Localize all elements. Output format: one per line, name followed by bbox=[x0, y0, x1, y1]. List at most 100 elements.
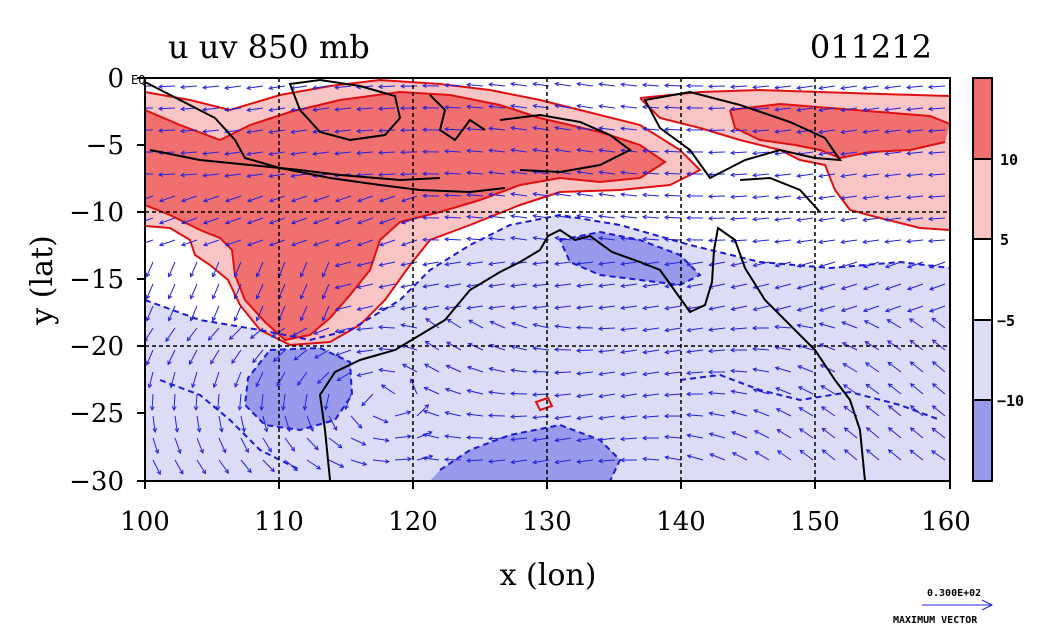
wind-vector-head bbox=[157, 106, 163, 111]
wind-vector bbox=[511, 459, 528, 463]
wind-vector bbox=[357, 371, 374, 377]
wind-vector-head bbox=[246, 151, 252, 157]
wind-vector-head bbox=[334, 306, 340, 312]
wind-vector bbox=[753, 195, 770, 198]
wind-vector-head bbox=[818, 263, 824, 268]
wind-vector-head bbox=[709, 453, 715, 458]
wind-vector bbox=[511, 305, 528, 309]
wind-vector-head bbox=[314, 354, 320, 359]
wind-vector bbox=[665, 261, 682, 266]
wind-vector bbox=[664, 238, 682, 241]
wind-vector bbox=[664, 393, 682, 396]
wind-vector bbox=[372, 459, 389, 463]
wind-vector-head bbox=[137, 106, 141, 110]
wind-vector bbox=[357, 349, 374, 353]
wind-vector bbox=[665, 436, 682, 439]
wind-vector bbox=[335, 239, 352, 246]
wind-vector bbox=[885, 151, 902, 155]
x-tick-labels: 100 110 120 130 140 150 160 bbox=[120, 507, 971, 537]
wind-vector-head bbox=[909, 449, 915, 455]
x-tick-label: 130 bbox=[522, 507, 572, 537]
wind-vector bbox=[576, 327, 594, 329]
wind-vector-head bbox=[576, 371, 581, 376]
wind-vector bbox=[167, 349, 176, 365]
wind-vector bbox=[753, 151, 770, 154]
wind-vector-head bbox=[199, 448, 204, 454]
wind-vector-head bbox=[443, 148, 449, 154]
wind-vector-head bbox=[137, 150, 141, 154]
wind-vector-head bbox=[158, 219, 164, 225]
wind-vector-head bbox=[752, 306, 758, 312]
wind-vector bbox=[247, 107, 264, 111]
wind-vector-head bbox=[165, 337, 170, 343]
wind-vector-head bbox=[255, 316, 261, 322]
wind-vector bbox=[511, 345, 528, 351]
y-tick-label: −20 bbox=[69, 332, 124, 362]
wind-vector bbox=[152, 459, 161, 475]
wind-vector bbox=[687, 455, 704, 461]
wind-vector-head bbox=[865, 449, 871, 454]
wind-vector bbox=[708, 107, 726, 109]
wind-vector bbox=[709, 305, 726, 310]
wind-vector-head bbox=[906, 172, 911, 178]
wind-vector bbox=[489, 391, 506, 395]
wind-vector bbox=[335, 305, 352, 311]
wind-vector-head bbox=[554, 283, 559, 288]
wind-vector-head bbox=[798, 407, 804, 412]
wind-vector bbox=[599, 305, 616, 309]
wind-vector bbox=[555, 215, 572, 219]
wind-vector-head bbox=[323, 405, 329, 411]
negative-contours bbox=[145, 213, 950, 481]
wind-vector bbox=[401, 217, 418, 224]
wind-vector-head bbox=[554, 235, 560, 241]
wind-vector bbox=[599, 149, 616, 153]
colorbar: 10 5 −5 −10 bbox=[972, 77, 1024, 482]
wind-vector-head bbox=[444, 387, 450, 393]
wind-vector-head bbox=[730, 262, 736, 268]
wind-vector-head bbox=[290, 173, 296, 179]
wind-vector bbox=[511, 149, 528, 153]
wind-vector bbox=[819, 129, 836, 133]
wind-vector bbox=[929, 283, 946, 290]
wind-vector bbox=[394, 458, 412, 461]
wind-vector-head bbox=[774, 284, 780, 290]
wind-vector bbox=[196, 415, 201, 432]
wind-vector bbox=[621, 215, 638, 219]
wind-vector bbox=[488, 437, 506, 440]
wind-vector bbox=[928, 195, 946, 198]
wind-vector-head bbox=[428, 454, 434, 460]
wind-vector bbox=[240, 459, 252, 473]
wind-vector-head bbox=[224, 197, 230, 203]
wind-vector-head bbox=[598, 126, 604, 131]
wind-vector-head bbox=[444, 283, 450, 289]
wind-vector-head bbox=[707, 194, 713, 199]
wind-vector-head bbox=[641, 104, 647, 110]
wind-vector-head bbox=[685, 193, 691, 199]
wind-vector-head bbox=[752, 367, 758, 372]
colorbar-band-weak-negative bbox=[973, 320, 992, 400]
wind-vector-head bbox=[554, 415, 560, 421]
wind-vector-head bbox=[186, 336, 192, 342]
wind-vector bbox=[730, 151, 748, 154]
wind-vector bbox=[907, 217, 924, 221]
wind-vector-head bbox=[929, 308, 934, 313]
wind-vector-head bbox=[685, 83, 691, 89]
wind-vector bbox=[932, 339, 946, 351]
wind-vector-head bbox=[488, 82, 493, 87]
wind-vector-head bbox=[642, 349, 648, 355]
wind-vector-head bbox=[167, 272, 173, 278]
wind-vector bbox=[190, 261, 198, 277]
wind-vector bbox=[372, 437, 389, 442]
wind-vector-head bbox=[707, 128, 713, 133]
wind-vector-head bbox=[425, 318, 431, 323]
wind-vector-head bbox=[466, 148, 471, 154]
wind-vector bbox=[168, 261, 176, 277]
wind-vector-head bbox=[685, 215, 691, 221]
wind-vector bbox=[928, 107, 946, 110]
wind-vector bbox=[256, 305, 264, 321]
wind-vector-head bbox=[233, 272, 239, 278]
wind-vector bbox=[555, 237, 572, 241]
y-axis-label: y (lat) bbox=[25, 235, 60, 325]
wind-vector-head bbox=[774, 129, 779, 134]
wind-vector bbox=[819, 85, 836, 89]
